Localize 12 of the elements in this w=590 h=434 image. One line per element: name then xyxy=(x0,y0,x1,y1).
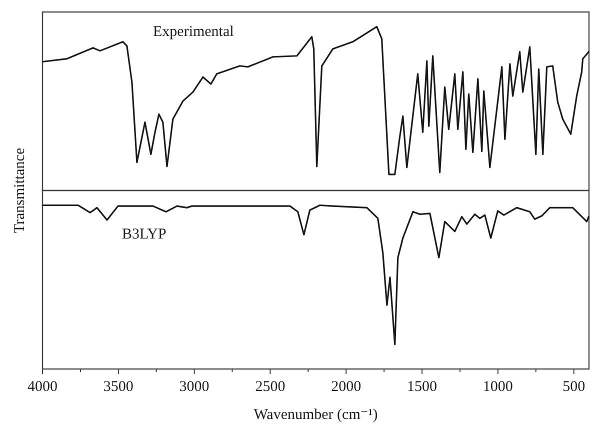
x-tick-label: 3000 xyxy=(179,379,210,395)
y-axis-title: Transmittance xyxy=(12,148,28,234)
x-axis-title: Wavenumber (cm⁻¹) xyxy=(254,407,378,423)
x-tick-label: 2500 xyxy=(255,379,286,395)
annotation: B3LYP xyxy=(122,226,166,242)
x-tick-label: 3500 xyxy=(103,379,134,395)
x-tick-label: 4000 xyxy=(28,379,58,395)
x-tick-label: 500 xyxy=(562,379,586,395)
annotation: Experimental xyxy=(153,24,234,40)
x-tick-label: 1500 xyxy=(407,379,438,395)
x-tick-label: 2000 xyxy=(331,379,362,395)
x-tick-label: 1000 xyxy=(482,379,513,395)
